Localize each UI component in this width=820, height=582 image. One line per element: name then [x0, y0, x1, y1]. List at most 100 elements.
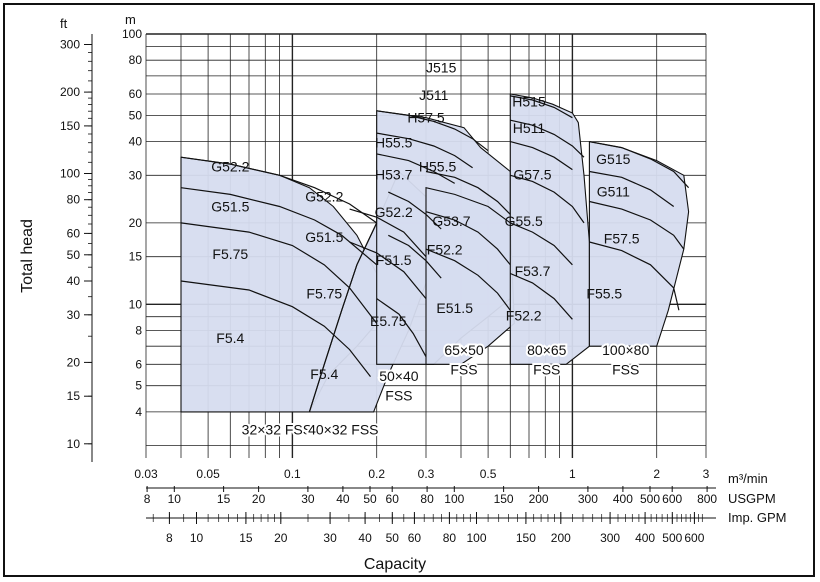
m-tick-label: 10: [129, 297, 143, 311]
ft-tick-label: 40: [67, 274, 81, 288]
ft-unit-label: ft: [60, 16, 68, 31]
performance-curve: [425, 248, 511, 311]
performance-curve: [349, 241, 427, 299]
pump-label: H55.5: [375, 135, 413, 151]
ft-tick-label: 150: [60, 119, 80, 133]
m-tick-label: 6: [135, 357, 142, 371]
performance-curve: [388, 234, 442, 279]
m3min-tick-label: 0.03: [134, 467, 158, 481]
performance-curve: [425, 170, 511, 215]
impgpm-tick-label: 30: [323, 531, 337, 545]
pump-label: F5.75: [306, 286, 342, 302]
usgpm-tick-label: 800: [697, 492, 717, 506]
size-label: FSS: [612, 362, 639, 378]
impgpm-tick-label: 300: [600, 531, 620, 545]
coverage-areas: [180, 93, 690, 413]
usgpm-tick-label: 300: [578, 492, 598, 506]
size-label: FSS: [450, 362, 477, 378]
performance-curve: [180, 156, 378, 224]
pump-label: G51.5: [305, 229, 343, 245]
ft-tick-label: 80: [67, 193, 81, 207]
pump-label: F5.4: [216, 330, 244, 346]
size-label: 50×40: [379, 368, 419, 384]
impgpm-unit-label: Imp. GPM: [728, 510, 787, 525]
performance-curve: [180, 187, 378, 266]
performance-curve: [376, 153, 455, 184]
ft-tick-label: 15: [67, 389, 81, 403]
size-label: FSS: [533, 362, 560, 378]
m-tick-label: 5: [135, 379, 142, 393]
pump-label: H55.5: [419, 159, 457, 175]
m3min-tick-label: 0.2: [368, 467, 385, 481]
m3min-tick-label: 2: [653, 467, 660, 481]
m-tick-label: 4: [135, 405, 142, 419]
pump-label: F52.2: [506, 308, 542, 324]
impgpm-tick-label: 8: [166, 531, 173, 545]
usgpm-unit-label: USGPM: [728, 491, 776, 506]
pump-label: F51.5: [376, 252, 412, 268]
pump-label: G52.2: [211, 159, 249, 175]
impgpm-tick-label: 150: [516, 531, 536, 545]
usgpm-tick-label: 15: [217, 492, 231, 506]
performance-curve: [376, 110, 489, 152]
performance-curve: [510, 174, 585, 224]
performance-curve: [425, 211, 511, 266]
m-tick-label: 15: [129, 250, 143, 264]
impgpm-tick-label: 100: [466, 531, 486, 545]
performance-curve: [349, 208, 427, 258]
pump-label: G51.5: [211, 199, 249, 215]
usgpm-tick-label: 10: [168, 492, 182, 506]
pump-label: F55.5: [586, 286, 622, 302]
pump-label: G515: [596, 151, 630, 167]
m-tick-label: 40: [129, 135, 143, 149]
pump-labels: J515 J511 H57.5 H55.5 H53.7 H55.5 G52.2 G51.5 F5…: [211, 60, 651, 440]
m-unit-label: m: [125, 12, 136, 27]
size-label: FSS: [385, 388, 412, 404]
pump-label: G55.5: [505, 213, 543, 229]
pump-label: E5.75: [370, 313, 407, 329]
y-axis-title: Total head: [19, 219, 36, 293]
impgpm-tick-label: 40: [358, 531, 372, 545]
ft-tick-label: 300: [60, 38, 80, 52]
size-label: 80×65: [527, 342, 567, 358]
pump-label: F53.7: [515, 263, 551, 279]
pump-label: J511: [419, 87, 449, 103]
ft-tick-label: 200: [60, 85, 80, 99]
performance-curve: [589, 200, 685, 250]
size-label: 100×80: [602, 342, 649, 358]
performance-curve: [308, 222, 378, 413]
impgpm-tick-label: 20: [274, 531, 288, 545]
performance-curve: [510, 272, 573, 320]
performance-curve: [589, 241, 680, 311]
m-tick-label: 30: [129, 168, 143, 182]
pump-label: F5.75: [212, 246, 248, 262]
axes: 1015203040506080100150200300456810152030…: [60, 27, 717, 545]
m3min-tick-label: 0.3: [418, 467, 435, 481]
size-label: 65×50: [444, 342, 484, 358]
pump-label: F57.5: [604, 230, 640, 246]
usgpm-tick-label: 50: [363, 492, 377, 506]
m-tick-label: 50: [129, 108, 143, 122]
usgpm-tick-label: 8: [144, 492, 151, 506]
m-tick-label: 20: [129, 216, 143, 230]
pump-label: G57.5: [513, 166, 551, 182]
pump-label: H511: [513, 120, 546, 136]
performance-curve: [510, 119, 585, 158]
usgpm-tick-label: 500: [640, 492, 660, 506]
m3min-unit-label: m³/min: [728, 471, 768, 486]
pump-label: F5.4: [310, 366, 338, 382]
impgpm-tick-label: 600: [684, 531, 704, 545]
size-label: 40×32 FSS: [308, 421, 378, 437]
m3min-tick-label: 0.5: [480, 467, 497, 481]
ft-tick-label: 100: [60, 167, 80, 181]
usgpm-tick-label: 200: [529, 492, 549, 506]
pump-label: H53.7: [375, 166, 413, 182]
pump-label: G52.2: [305, 189, 343, 205]
usgpm-tick-label: 100: [444, 492, 464, 506]
impgpm-tick-label: 10: [190, 531, 204, 545]
usgpm-tick-label: 150: [494, 492, 514, 506]
ft-tick-label: 50: [67, 248, 81, 262]
performance-curve: [180, 222, 378, 324]
performance-curve: [510, 95, 573, 119]
pump-label: F52.2: [427, 241, 463, 257]
